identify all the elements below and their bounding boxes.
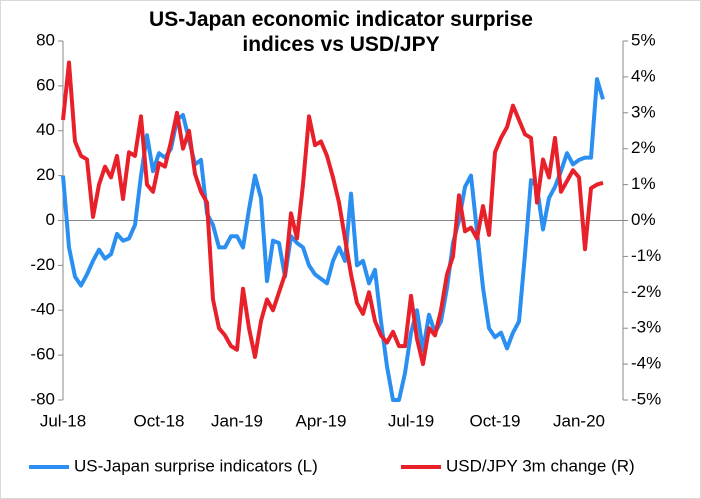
x-tick-label: Jan-20 — [553, 411, 605, 430]
x-tick-label: Jul-19 — [388, 411, 434, 430]
chart-title: US-Japan economic indicator surprise ind… — [149, 8, 533, 56]
y-tick-label: 80 — [36, 30, 55, 49]
series-line — [61, 77, 605, 402]
y-tick-label: -60 — [30, 345, 55, 364]
x-tick-label: Apr-19 — [295, 411, 346, 430]
y2-tick-label: 5% — [631, 30, 656, 49]
y-tick-label: 0 — [46, 210, 55, 229]
x-tick-label: Jan-19 — [211, 411, 263, 430]
y-tick-label: 40 — [36, 120, 55, 139]
y2-tick-label: -2% — [631, 282, 661, 301]
y2-tick-label: -5% — [631, 389, 661, 408]
y2-tick-label: 4% — [631, 66, 656, 85]
y-tick-label: -80 — [30, 389, 55, 408]
y2-tick-label: -3% — [631, 318, 661, 337]
y2-tick-label: 3% — [631, 102, 656, 121]
y2-tick-label: -4% — [631, 354, 661, 373]
y2-tick-label: 2% — [631, 138, 656, 157]
x-tick-label: Oct-18 — [133, 411, 184, 430]
y-tick-label: -20 — [30, 255, 55, 274]
series-line — [61, 60, 604, 367]
y2-tick-label: 1% — [631, 174, 656, 193]
y-tick-label: -40 — [30, 300, 55, 319]
y2-tick-label: 0% — [631, 210, 656, 229]
y-tick-label: 20 — [36, 165, 55, 184]
legend-label: US-Japan surprise indicators (L) — [74, 456, 318, 475]
x-tick-label: Oct-19 — [469, 411, 520, 430]
legend-label: USD/JPY 3m change (R) — [446, 456, 635, 475]
y-tick-label: 60 — [36, 75, 55, 94]
y2-tick-label: -1% — [631, 246, 661, 265]
x-tick-label: Jul-18 — [40, 411, 86, 430]
